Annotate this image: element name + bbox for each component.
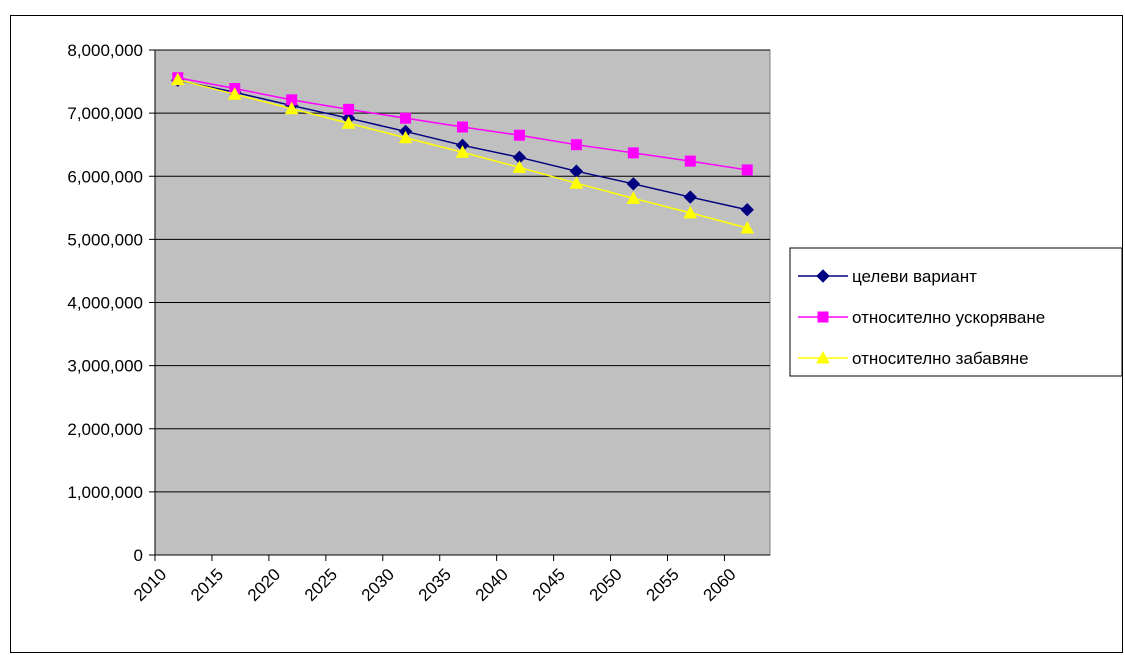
data-point-diamond: [816, 269, 830, 283]
legend-box: [789, 247, 1122, 377]
x-tick-label: 2010: [130, 565, 170, 605]
data-point-triangle: [569, 176, 584, 189]
x-tick-label: 2025: [301, 565, 341, 605]
data-point-square: [817, 311, 829, 323]
data-point-square: [343, 103, 355, 115]
x-tick-label: 2060: [700, 565, 740, 605]
x-tick-label: 2055: [643, 565, 683, 605]
x-tick-label: 2020: [244, 565, 284, 605]
legend-label: относително забавяне: [852, 349, 1029, 368]
x-tick-label: 2030: [358, 565, 398, 605]
y-tick-label: 5,000,000: [67, 230, 143, 249]
data-point-diamond: [626, 177, 641, 191]
x-tick-label: 2015: [187, 565, 227, 605]
data-point-square: [400, 112, 412, 124]
y-tick-label: 8,000,000: [67, 41, 143, 60]
data-point-triangle: [512, 160, 527, 173]
y-tick-label: 2,000,000: [67, 420, 143, 439]
x-tick-label: 2035: [415, 565, 455, 605]
data-point-square: [570, 139, 582, 151]
x-tick-label: 2040: [472, 565, 512, 605]
data-point-triangle: [816, 350, 830, 364]
y-tick-label: 3,000,000: [67, 357, 143, 376]
y-tick-label: 1,000,000: [67, 483, 143, 502]
data-point-diamond: [683, 190, 697, 204]
data-point-square: [457, 121, 468, 133]
data-point-square: [741, 164, 753, 176]
data-point-triangle: [740, 220, 755, 234]
x-tick-label: 2045: [529, 565, 569, 605]
data-point-triangle: [626, 191, 641, 204]
line-chart: 0 1,000,000 2,000,000 3,000,000 4,000,000 5,0…: [67, 41, 1122, 605]
chart-frame: 0 1,000,000 2,000,000 3,000,000 4,000,000 5,0…: [10, 15, 1123, 653]
y-tick-label: 4,000,000: [67, 294, 143, 313]
x-tick-label: 2050: [586, 565, 626, 605]
legend-label: целеви вариант: [852, 267, 977, 286]
legend-label: относително ускоряване: [852, 308, 1045, 327]
data-point-triangle: [398, 130, 413, 144]
data-point-square: [627, 147, 639, 159]
legend: целеви вариант относително ускоряване отно…: [789, 247, 1122, 377]
data-point-triangle: [170, 72, 185, 86]
plot-area-group: [154, 49, 771, 556]
data-point-triangle: [455, 145, 470, 158]
data-point-square: [684, 155, 696, 167]
y-tick-label: 0: [134, 546, 143, 565]
data-point-triangle: [341, 116, 356, 129]
data-point-triangle: [683, 205, 698, 219]
y-tick-label: 6,000,000: [67, 167, 143, 186]
y-tick-label: 7,000,000: [67, 104, 143, 123]
data-point-square: [513, 129, 525, 141]
data-point-triangle: [227, 87, 242, 100]
data-point-triangle: [284, 101, 299, 115]
data-point-diamond: [740, 202, 754, 217]
series-group: [170, 72, 755, 234]
